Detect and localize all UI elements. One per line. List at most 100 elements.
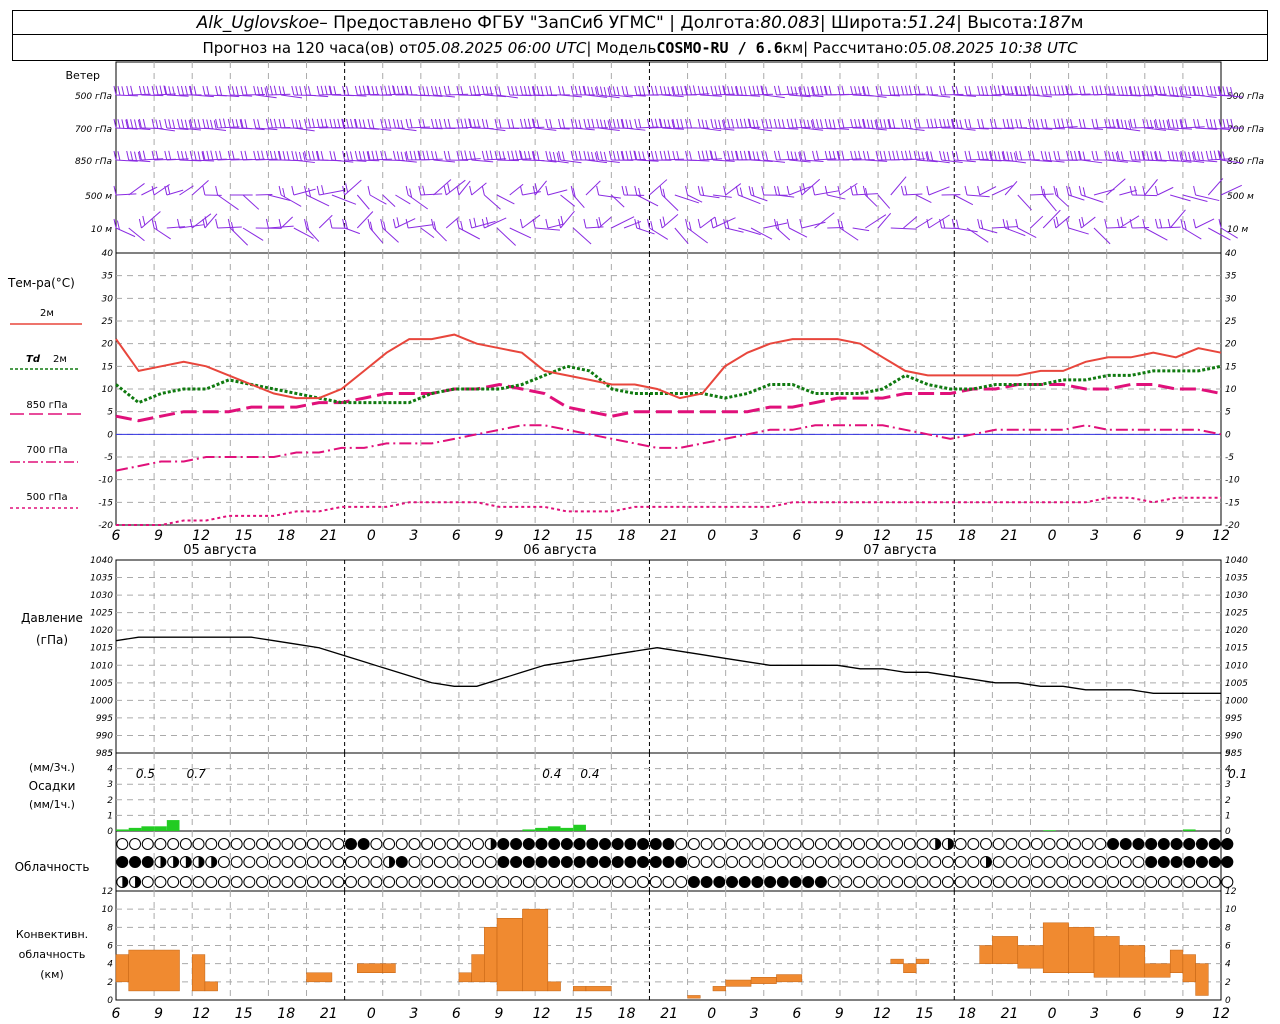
wind-barbs xyxy=(113,85,1244,246)
conv-tick-left: 6 xyxy=(107,942,113,952)
cloud-symbol-clear xyxy=(408,838,421,850)
wind-barb-feather xyxy=(210,150,214,160)
wind-barb-feather xyxy=(904,150,908,160)
wind-barb-shaft xyxy=(890,227,917,230)
wind-barb-feather xyxy=(697,85,701,96)
wind-barb-feather xyxy=(468,118,472,128)
temp-tick-left: 15 xyxy=(102,362,114,372)
wind-barb-shaft xyxy=(1068,227,1089,235)
cloud-symbol-partial-fill xyxy=(160,856,166,868)
x-tick-label-top: 15 xyxy=(916,528,934,544)
wind-barb-feather xyxy=(126,85,130,96)
wind-barb-feather xyxy=(676,85,680,96)
temp-tick-right: 5 xyxy=(1225,408,1231,418)
x-tick-label-top: 21 xyxy=(1001,528,1019,544)
conv-title-2: облачность xyxy=(19,948,86,961)
wind-barb-feather xyxy=(583,85,587,96)
wind-barb-feather xyxy=(358,85,362,95)
cloud-symbol-overcast xyxy=(1170,856,1183,868)
wind-barb-shaft xyxy=(141,186,158,196)
wind-barb-feather xyxy=(837,218,841,229)
precip-tick-right: 1 xyxy=(1225,811,1231,821)
wind-barb-feather xyxy=(773,118,777,129)
wind-barb-feather xyxy=(278,218,282,229)
wind-barb-shaft xyxy=(1030,193,1054,196)
wind-barb-feather xyxy=(866,119,870,129)
convective-box xyxy=(1182,954,1196,983)
cloud-symbol-clear xyxy=(243,838,256,850)
wind-barb-feather xyxy=(964,118,968,129)
wind-barb-feather xyxy=(616,119,620,129)
provider-text: – Предоставлено ФГБУ "ЗапСиб УГМС" | Дол… xyxy=(319,12,761,33)
wind-barb-feather xyxy=(121,86,125,96)
wind-barb-feather xyxy=(765,151,769,161)
cloud-symbol-partial-fill xyxy=(986,856,992,868)
wind-barb-shaft xyxy=(128,227,145,242)
precip-bar xyxy=(128,827,142,831)
wind-barb-feather xyxy=(701,86,705,96)
wind-barb-shaft xyxy=(611,194,625,208)
wind-barb-feather xyxy=(955,151,959,161)
legend-t2m-label: 2м xyxy=(40,308,54,319)
wind-barb-feather xyxy=(599,151,603,161)
wind-level-left: 700 гПа xyxy=(75,125,112,135)
wind-barb-feather xyxy=(384,150,388,161)
wind-barb-feather xyxy=(1171,151,1175,161)
pressure-tick-left: 995 xyxy=(96,714,113,724)
wind-barb-feather xyxy=(1010,86,1014,96)
wind-barb-feather xyxy=(349,151,353,161)
cloud-symbol-overcast xyxy=(1145,856,1158,868)
cloud-symbol-clear xyxy=(319,856,332,868)
convective-box xyxy=(776,974,803,983)
pressure-tick-left: 1030 xyxy=(90,591,113,601)
x-tick-label-bottom: 18 xyxy=(618,1006,636,1022)
wind-barb-feather xyxy=(993,85,997,95)
wind-barb-feather xyxy=(265,85,269,96)
wind-barb-shaft xyxy=(751,93,773,96)
wind-barb-feather xyxy=(752,85,756,95)
cloud-symbol-clear xyxy=(1208,876,1221,888)
temp-tick-left: 30 xyxy=(102,294,114,304)
wind-barb-feather xyxy=(1070,150,1074,161)
wind-barb-feather xyxy=(672,85,676,96)
precip-tick-right: 5 xyxy=(1225,749,1231,759)
wind-barb-shaft xyxy=(966,227,989,243)
cloud-symbol-clear xyxy=(535,876,548,888)
convective-box xyxy=(915,958,930,964)
wind-barb-feather xyxy=(1137,150,1141,161)
x-tick-label-bottom: 21 xyxy=(660,1006,678,1022)
wind-barb-feather xyxy=(980,219,984,229)
wind-barb-feather xyxy=(1120,86,1124,96)
pressure-tick-left: 1040 xyxy=(90,556,113,566)
wind-barb-feather xyxy=(202,185,206,196)
wind-barb-feather xyxy=(126,150,130,161)
wind-barb-shaft xyxy=(598,194,621,199)
cloud-symbol-clear xyxy=(459,876,472,888)
model-name: COSMO-RU / 6.6 xyxy=(656,38,783,57)
wind-barb-feather xyxy=(727,118,731,129)
wind-barb-feather xyxy=(946,151,950,162)
wind-barb-feather xyxy=(341,118,345,128)
x-tick-label-bottom: 21 xyxy=(1001,1006,1019,1022)
cloud-symbol-overcast xyxy=(1208,856,1221,868)
x-tick-label-bottom: 9 xyxy=(835,1006,844,1022)
wind-barb-feather xyxy=(608,85,612,96)
wind-barb-feather xyxy=(598,216,602,227)
wind-barb-feather xyxy=(1048,151,1052,161)
wind-barb-feather xyxy=(1179,119,1183,129)
wind-barb-feather xyxy=(172,119,176,129)
wind-barb-shaft xyxy=(522,214,541,229)
wind-barb-feather xyxy=(1095,150,1099,161)
wind-barb-feather xyxy=(507,150,511,161)
wind-barb-feather xyxy=(743,118,747,128)
wind-barb-feather xyxy=(1120,151,1124,161)
wind-barb-feather xyxy=(392,85,396,95)
wind-barb-feather xyxy=(705,150,709,160)
wind-barb-feather xyxy=(206,86,210,96)
convective-box xyxy=(1068,927,1095,973)
wind-barb-feather xyxy=(1057,85,1061,95)
wind-barb-feather xyxy=(405,118,409,129)
wind-barb-feather xyxy=(862,118,866,129)
temp-tick-left: -15 xyxy=(98,498,113,508)
wind-barb-shaft xyxy=(484,217,507,229)
